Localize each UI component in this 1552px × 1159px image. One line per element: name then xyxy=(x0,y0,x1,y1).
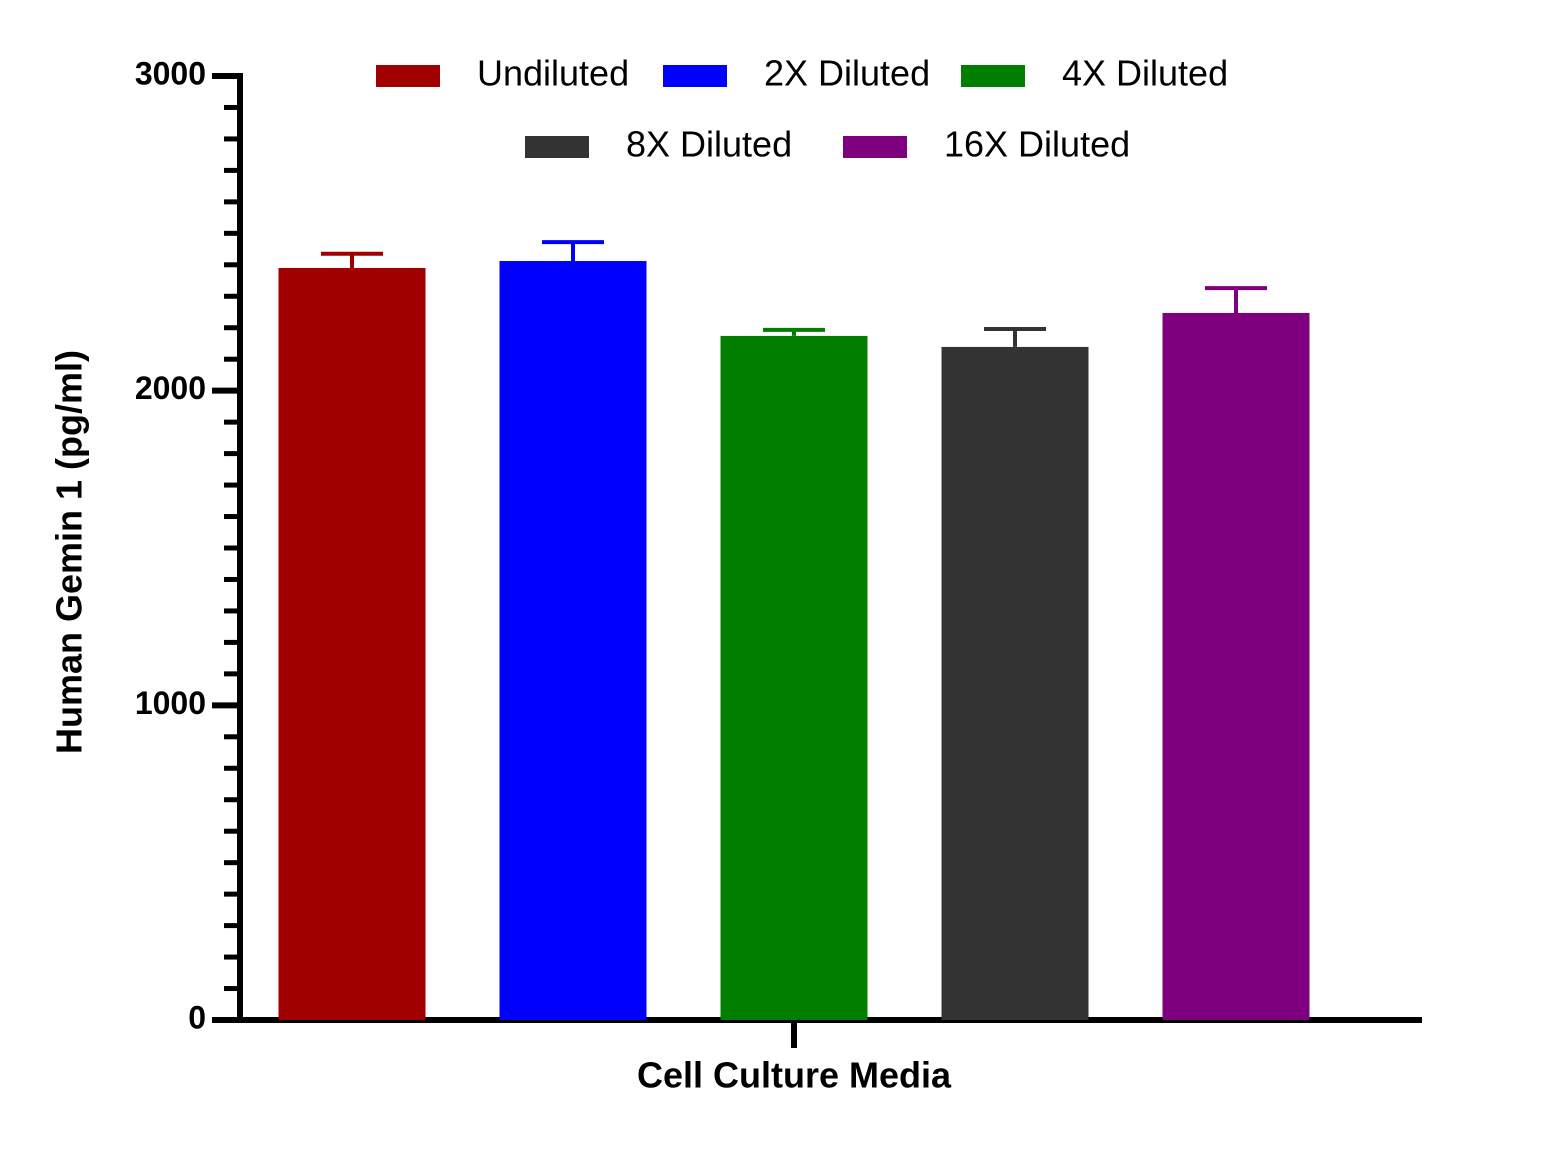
error-bar xyxy=(763,327,825,336)
legend-label: Undiluted xyxy=(477,53,629,94)
y-tick-label: 3000 xyxy=(135,55,206,91)
y-tick-label: 0 xyxy=(188,999,206,1035)
legend-swatch xyxy=(525,136,589,158)
legend-swatch xyxy=(961,65,1025,87)
error-bar xyxy=(321,251,383,268)
bar xyxy=(278,267,426,1020)
bar xyxy=(720,335,868,1020)
bar xyxy=(941,346,1089,1021)
legend-swatch xyxy=(843,136,907,158)
legend-swatch xyxy=(663,65,727,87)
legend-label: 8X Diluted xyxy=(626,124,792,165)
bar xyxy=(1162,312,1310,1021)
error-bar xyxy=(542,240,604,262)
bar xyxy=(499,261,647,1020)
legend-label: 16X Diluted xyxy=(944,124,1130,165)
legend-swatch xyxy=(376,65,440,87)
y-axis-title: Human Gemin 1 (pg/ml) xyxy=(49,350,90,754)
x-tick-label: Cell Culture Media xyxy=(637,1055,952,1096)
error-bar xyxy=(984,326,1046,347)
legend-label: 4X Diluted xyxy=(1062,53,1228,94)
y-tick-label: 2000 xyxy=(135,370,206,406)
y-tick-label: 1000 xyxy=(135,685,206,721)
legend-label: 2X Diluted xyxy=(764,53,930,94)
error-bar xyxy=(1205,286,1267,313)
